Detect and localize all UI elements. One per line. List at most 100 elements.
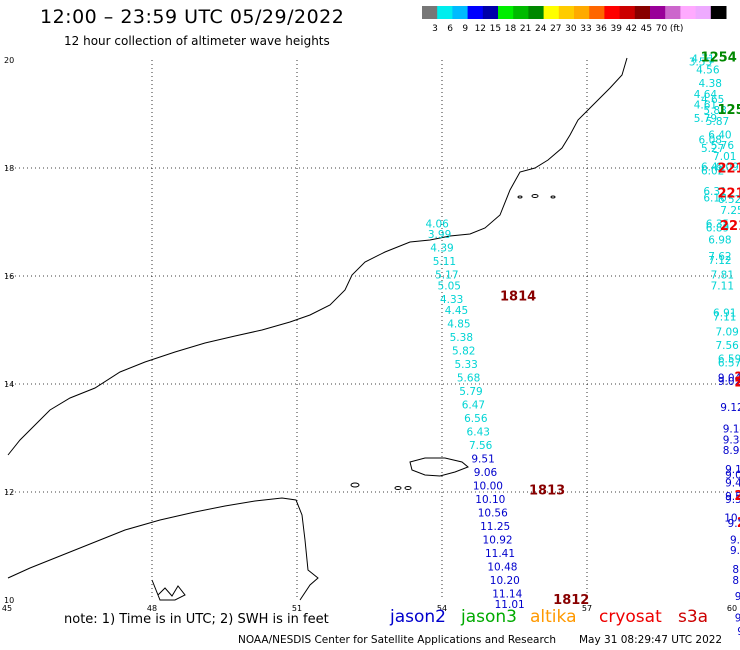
small-island bbox=[394, 486, 402, 490]
colorbar-swatch bbox=[498, 6, 514, 19]
wave-height-value: 6.40 bbox=[708, 129, 731, 141]
colorbar-swatch bbox=[513, 6, 529, 19]
colorbar-swatch bbox=[422, 6, 438, 19]
footer-note: note: 1) Time is in UTC; 2) SWH is in fe… bbox=[64, 612, 329, 627]
pass-time-label: 22 bbox=[734, 489, 740, 504]
wave-height-value: 4.65 bbox=[701, 94, 724, 106]
small-island bbox=[517, 195, 523, 199]
wave-height-value: 10.22 bbox=[724, 513, 740, 525]
wave-height-value: 7.11 bbox=[713, 311, 736, 323]
wave-height-value: 6.42 bbox=[701, 162, 724, 174]
wave-height-value: 7.12 bbox=[708, 255, 731, 267]
socotra-island bbox=[409, 457, 469, 477]
colorbar-swatch bbox=[437, 6, 453, 19]
wave-height-value: 4.39 bbox=[430, 243, 453, 255]
wave-height-value: 3.55 bbox=[689, 56, 712, 68]
wave-height-value: 5.68 bbox=[457, 372, 480, 384]
pass-time-label: 2211 bbox=[720, 219, 740, 234]
wave-height-value: 7.56 bbox=[715, 340, 739, 352]
wave-height-value: 7.11 bbox=[711, 281, 734, 293]
wave-height-value: 5.38 bbox=[450, 332, 473, 344]
wave-height-value: 11.14 bbox=[492, 588, 522, 600]
wave-height-value: 5.17 bbox=[435, 270, 458, 282]
pass-time-label: 1812 bbox=[553, 593, 589, 608]
wave-height-value: 9.04 bbox=[718, 372, 740, 384]
wave-height-value: 9.06 bbox=[474, 467, 498, 479]
wave-height-value: 11.25 bbox=[480, 521, 510, 533]
wave-height-value: 6.52 bbox=[718, 194, 740, 206]
wave-height-value: 5.27 bbox=[701, 143, 724, 155]
pass-time-label: 2 bbox=[737, 516, 740, 531]
wave-height-value: 4.33 bbox=[440, 294, 463, 306]
colorbar-swatch bbox=[543, 6, 560, 19]
legend-cryosat: cryosat bbox=[599, 607, 662, 627]
wave-height-value: 4.71 bbox=[691, 54, 714, 66]
colorbar-tick-label: 21 bbox=[520, 24, 531, 34]
colorbar-tick-label: 45 bbox=[641, 24, 652, 34]
wave-height-value: 6.89 bbox=[706, 223, 729, 235]
wave-height-value: 6.59 bbox=[718, 353, 740, 365]
small-island bbox=[531, 194, 539, 198]
colorbar-tick-label: 6 bbox=[447, 24, 453, 34]
wave-height-value: 6.91 bbox=[713, 308, 736, 320]
wave-height-value: 10.48 bbox=[487, 561, 517, 573]
colorbar-swatch bbox=[467, 6, 484, 19]
colorbar-tick-label: 27 bbox=[550, 24, 561, 34]
colorbar-swatch bbox=[680, 6, 697, 19]
colorbar-tick-label: 18 bbox=[505, 24, 517, 34]
small-island bbox=[550, 195, 556, 199]
wave-height-value: 10.10 bbox=[475, 494, 505, 506]
wave-height-value: 4.61 bbox=[694, 100, 717, 112]
wave-height-value: 10.00 bbox=[473, 480, 503, 492]
wave-height-value: 6.10 bbox=[703, 192, 726, 204]
x-tick-label: 57 bbox=[582, 604, 592, 613]
legend-jason2: jason2 bbox=[390, 607, 446, 627]
colorbar-swatch bbox=[558, 6, 575, 19]
wave-height-value: 9.57 bbox=[730, 534, 740, 546]
colorbar-tick-label: 30 bbox=[565, 24, 577, 34]
colorbar-tick-label: 12 bbox=[475, 24, 486, 34]
wave-height-value: 9.37 bbox=[735, 591, 740, 603]
wave-height-value: 6.08 bbox=[699, 135, 722, 147]
pass-time-label: 221 bbox=[734, 376, 740, 391]
colorbar-swatch bbox=[634, 6, 651, 19]
wave-height-value: 10.92 bbox=[483, 534, 513, 546]
colorbar-swatch bbox=[482, 6, 499, 19]
wave-height-value: 6.43 bbox=[467, 426, 490, 438]
wave-height-value: 9.12 bbox=[720, 402, 740, 414]
wave-height-value: 11.41 bbox=[485, 548, 515, 560]
colorbar-tick-label: 15 bbox=[490, 24, 501, 34]
wave-height-value: 9.14 bbox=[725, 464, 740, 476]
colorbar-swatch bbox=[650, 6, 666, 19]
colorbar-swatch bbox=[619, 6, 636, 19]
colorbar-tick-label: 39 bbox=[610, 24, 622, 34]
y-tick-label: 18 bbox=[4, 164, 14, 173]
wave-height-value: 7.25 bbox=[720, 205, 740, 217]
wave-height-value: 4.06 bbox=[425, 218, 449, 230]
wave-height-value: 7.09 bbox=[715, 326, 738, 338]
colorbar-tick-label: 33 bbox=[580, 24, 591, 34]
colorbar-swatch bbox=[589, 6, 605, 19]
page-title: 12:00 – 23:59 UTC 05/29/2022 bbox=[40, 6, 345, 28]
wave-height-value: 9.34 bbox=[723, 434, 740, 446]
lat-lon-grid bbox=[7, 60, 732, 600]
wave-height-value: 5.05 bbox=[438, 281, 461, 293]
wave-height-value: 5.87 bbox=[706, 116, 729, 128]
wave-height-value: 10.56 bbox=[478, 507, 508, 519]
wave-height-value: 9.19 bbox=[735, 613, 740, 625]
wave-height-value: 4.56 bbox=[696, 65, 720, 77]
colorbar-swatch bbox=[574, 6, 590, 19]
colorbar-swatch bbox=[452, 6, 469, 19]
wave-height-value: 5.76 bbox=[711, 140, 735, 152]
wave-height-value: 9.51 bbox=[471, 453, 494, 465]
colorbar-swatch bbox=[710, 6, 727, 19]
wave-height-value: 6.47 bbox=[462, 399, 485, 411]
wave-height-value: 7.81 bbox=[711, 270, 734, 282]
wave-height-value: 9.52 bbox=[725, 494, 740, 506]
wave-height-value: 7.56 bbox=[469, 440, 493, 452]
wave-height-value: 9.51 bbox=[725, 491, 740, 503]
colorbar-tick-label: 3 bbox=[432, 24, 438, 34]
small-island bbox=[404, 486, 412, 490]
wave-height-value: 7.01 bbox=[713, 151, 736, 163]
wave-height-value: 8.91 bbox=[732, 564, 740, 576]
